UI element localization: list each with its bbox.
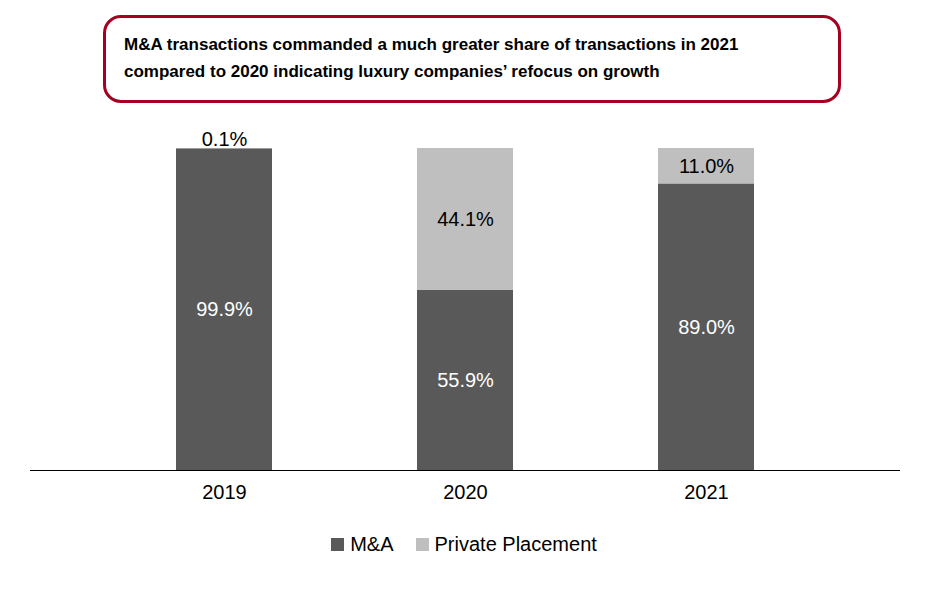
- svg-text:2019: 2019: [202, 481, 247, 503]
- svg-text:55.9%: 55.9%: [437, 369, 494, 391]
- html-text:M&A transactions commanded a m: M&A transactions commanded a much greate…: [124, 35, 739, 81]
- svg-text:2020: 2020: [443, 481, 488, 503]
- svg-text:89.0%: 89.0%: [678, 316, 735, 338]
- svg-text:2021: 2021: [684, 481, 729, 503]
- svg-text:11.0%: 11.0%: [679, 155, 734, 177]
- html-text:M&A: M&A: [350, 533, 394, 555]
- svg-text:99.9%: 99.9%: [196, 298, 253, 320]
- html-text:Private Placement: Private Placement: [434, 533, 597, 555]
- svg-text:44.1%: 44.1%: [437, 208, 494, 230]
- svg-text:0.1%: 0.1%: [202, 128, 248, 150]
